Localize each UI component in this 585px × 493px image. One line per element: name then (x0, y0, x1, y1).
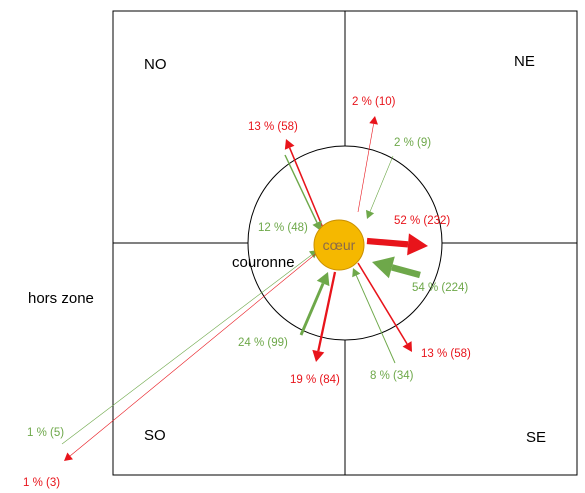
flow-arrowhead-out-so (312, 349, 325, 362)
flow-arrow-in-ne (369, 155, 394, 212)
flow-label-out-se: 13 % (58) (421, 348, 471, 360)
flow-arrow-out-ne (357, 123, 374, 213)
flow-label-out-couronne: 52 % (232) (394, 215, 450, 227)
zone-label-hors: hors zone (28, 290, 94, 307)
flow-arrowhead-in-couronne (372, 256, 395, 279)
flow-arrow-in-so (299, 282, 325, 336)
flow-arrow-out-se (357, 262, 408, 345)
flow-arrow-in-couronne (391, 264, 421, 279)
flow-label-out-no: 13 % (58) (248, 121, 298, 133)
flow-arrowhead-out-ne (369, 116, 378, 125)
flow-arrowhead-in-ne (365, 209, 375, 219)
flow-arrow-out-so (317, 271, 337, 352)
flow-arrow-out-hors (69, 251, 319, 457)
flow-label-in-hors: 1 % (5) (27, 427, 64, 439)
flow-label-in-so: 24 % (99) (238, 337, 288, 349)
flow-label-in-no: 12 % (48) (258, 222, 308, 234)
flow-arrowhead-out-se (402, 341, 412, 352)
flow-arrowhead-in-se (352, 268, 361, 278)
zone-label-ne: NE (514, 53, 535, 70)
flow-arrowhead-in-no (312, 220, 322, 231)
zone-label-couronne: couronne (232, 254, 295, 271)
flow-arrow-out-no (288, 147, 324, 229)
flow-arrow-in-se (355, 275, 396, 364)
flow-arrowhead-out-hors (64, 452, 73, 461)
flow-label-in-couronne: 54 % (224) (412, 282, 468, 294)
flow-label-in-ne: 2 % (9) (394, 137, 431, 149)
zone-label-coeur: cœur (323, 237, 356, 253)
flow-label-in-se: 8 % (34) (370, 370, 414, 382)
flow-arrowhead-out-couronne (407, 233, 428, 256)
zone-label-se: SE (526, 429, 546, 446)
coeur-core (313, 219, 365, 271)
zone-label-so: SO (144, 427, 166, 444)
flow-label-out-ne: 2 % (10) (352, 96, 396, 108)
zone-label-no: NO (144, 56, 167, 73)
flow-label-out-hors: 1 % (3) (23, 477, 60, 489)
flow-label-out-so: 19 % (84) (290, 374, 340, 386)
flow-arrow-in-hors (61, 254, 312, 445)
flow-arrows (61, 116, 428, 461)
flow-arrowhead-out-no (284, 139, 295, 150)
flow-arrow-out-couronne (366, 237, 409, 248)
flow-arrowhead-in-so (316, 272, 330, 287)
flow-arrow-in-no (284, 154, 318, 223)
